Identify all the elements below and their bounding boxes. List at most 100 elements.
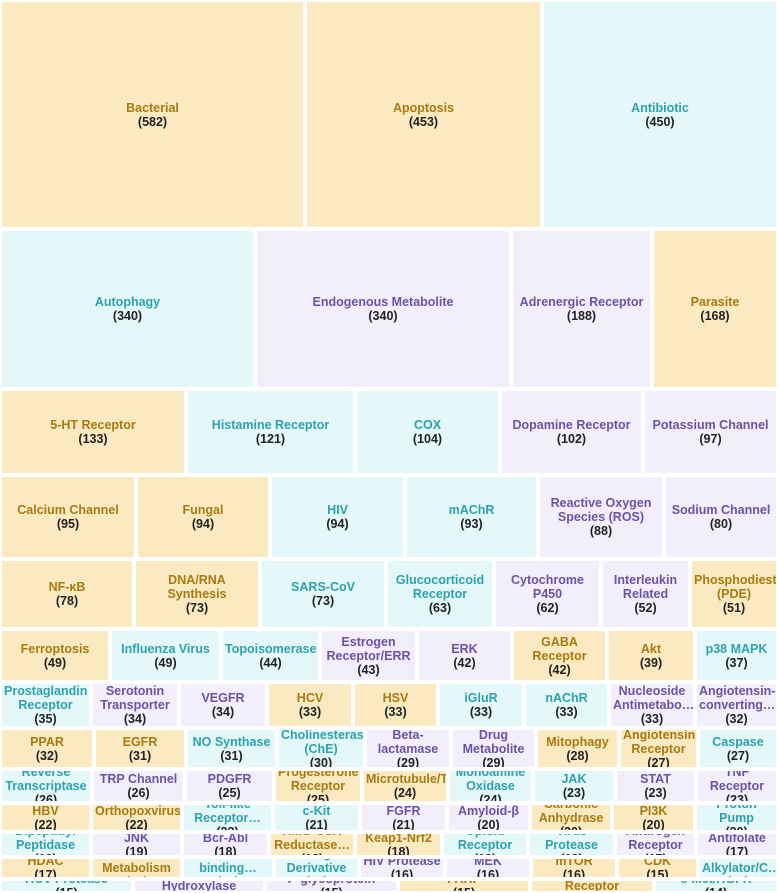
tile-vegfr[interactable]: VEGFR (34) bbox=[179, 682, 267, 728]
tile-bacterial[interactable]: Bacterial (582) bbox=[0, 0, 305, 229]
tile-prostaglandin-receptor[interactable]: Prostaglandin Receptor (35) bbox=[0, 682, 91, 728]
tile-histamine-receptor[interactable]: Histamine Receptor (121) bbox=[186, 389, 355, 475]
tile-hiv-protease[interactable]: HIV Protease (16) bbox=[359, 857, 445, 879]
tile-cdk[interactable]: CDK (15) bbox=[617, 857, 698, 879]
tile-pi3k[interactable]: PI3K (20) bbox=[612, 803, 695, 832]
tile-carbonic-anhydrase[interactable]: Carbonic Anhydrase (20) bbox=[530, 803, 612, 832]
tile-progesterone-receptor[interactable]: Progesterone Receptor (25) bbox=[274, 769, 362, 803]
tile-mek[interactable]: MEK (16) bbox=[445, 857, 531, 879]
tile-virus-protease[interactable]: Virus Protease(18) bbox=[528, 832, 615, 857]
tile-cytochrome-p450[interactable]: Cytochrome P450 (62) bbox=[494, 559, 601, 629]
tile-jak[interactable]: JAK (23) bbox=[533, 769, 615, 803]
tile-angiotensin-receptor[interactable]: Angiotensin Receptor (27) bbox=[619, 728, 698, 769]
tile-keap1-nrf2[interactable]: Keap1-Nrf2 (18) bbox=[355, 832, 442, 857]
tile-label: Adenosine Receptor bbox=[564, 879, 620, 893]
tile-ppar[interactable]: PPAR (32) bbox=[0, 728, 94, 769]
tile-label: Dipeptidyl Peptidase bbox=[15, 834, 76, 852]
tile-tnf-receptor[interactable]: TNF Receptor (23) bbox=[696, 769, 778, 803]
tile-reverse-transcriptase[interactable]: Reverse Transcriptase (26) bbox=[0, 769, 92, 803]
tile-influenza-virus[interactable]: Influenza Virus (49) bbox=[110, 629, 221, 682]
tile-sodium-channel[interactable]: Sodium Channel (80) bbox=[664, 475, 778, 559]
tile-cholinesterase-che[interactable]: Cholinesterase (ChE) (30) bbox=[277, 728, 365, 769]
tile-sars-cov[interactable]: SARS-CoV (73) bbox=[260, 559, 386, 629]
tile-pdgfr[interactable]: PDGFR (25) bbox=[185, 769, 274, 803]
tile-dipeptidyl-peptidase[interactable]: Dipeptidyl Peptidase(19) bbox=[0, 832, 91, 857]
tile-ferroptosis[interactable]: Ferroptosis (49) bbox=[0, 629, 110, 682]
tile-toll-like-receptor[interactable]: Toll-like Receptor… (22) bbox=[182, 803, 273, 832]
tile-hsv[interactable]: HSV (33) bbox=[353, 682, 438, 728]
tile-5-ht-receptor[interactable]: 5-HT Receptor (133) bbox=[0, 389, 186, 475]
tile-hcv-protease[interactable]: HCV Protease (15) bbox=[0, 879, 133, 893]
tile-antibiotic[interactable]: Antibiotic (450) bbox=[542, 0, 778, 229]
tile-cox[interactable]: COX (104) bbox=[355, 389, 500, 475]
tile-nucleoside-antimetabo[interactable]: Nucleoside Antimetabo… (33) bbox=[609, 682, 695, 728]
tile-stat[interactable]: STAT (23) bbox=[615, 769, 696, 803]
tile-orthopoxvirus[interactable]: Orthopoxvirus (22) bbox=[91, 803, 182, 832]
tile-phosphodiesterase-pde[interactable]: Phosphodiesterase (PDE)(51) bbox=[690, 559, 778, 629]
tile-interleukin-related[interactable]: Interleukin Related (52) bbox=[601, 559, 690, 629]
tile-label: STAT bbox=[640, 772, 671, 786]
tile-hcv[interactable]: HCV (33) bbox=[267, 682, 353, 728]
tile-mtor[interactable]: mTOR (16) bbox=[531, 857, 617, 879]
tile-trp-channel[interactable]: TRP Channel (26) bbox=[92, 769, 185, 803]
tile-monoamine-oxidase[interactable]: Monoamine Oxidase (24) bbox=[448, 769, 533, 803]
tile-mitochondrial-metabolism[interactable]: Mitochondrial Metabolism(17) bbox=[91, 857, 182, 879]
tile-dna-alkylator-c[interactable]: DNA Alkylator/C…(15) bbox=[698, 857, 778, 879]
tile-bcr-abl[interactable]: Bcr-Abl (18) bbox=[182, 832, 269, 857]
tile-p-glycoprotein[interactable]: P-glycoprotein (15) bbox=[265, 879, 398, 893]
tile-potassium-channel[interactable]: Potassium Channel (97) bbox=[643, 389, 778, 475]
tile-androgen-receptor[interactable]: Androgen Receptor(17) bbox=[615, 832, 696, 857]
tile-nachr[interactable]: nAChR (33) bbox=[524, 682, 609, 728]
tile-topoisomerase[interactable]: Topoisomerase (44) bbox=[221, 629, 320, 682]
tile-jnk[interactable]: JNK (19) bbox=[91, 832, 182, 857]
tile-hdac[interactable]: HDAC (17) bbox=[0, 857, 91, 879]
tile-p38-mapk[interactable]: p38 MAPK (37) bbox=[695, 629, 778, 682]
tile-angiotensin-converting[interactable]: Angiotensin-converting… (32) bbox=[695, 682, 778, 728]
tile-penicillin-binding[interactable]: Penicillin-binding…(17) bbox=[182, 857, 274, 879]
tile-fgfr[interactable]: FGFR (21) bbox=[360, 803, 447, 832]
tile-hmg-coa-reductase[interactable]: HMG-CoA Reductase…(18) bbox=[269, 832, 355, 857]
tile-parasite[interactable]: Parasite (168) bbox=[652, 229, 778, 389]
tile-endogenous-metabolite[interactable]: Endogenous Metabolite (340) bbox=[255, 229, 511, 389]
tile-apoptosis[interactable]: Apoptosis (453) bbox=[305, 0, 542, 229]
tile-erk[interactable]: ERK (42) bbox=[417, 629, 512, 682]
tile-nf-b[interactable]: NF-κB (78) bbox=[0, 559, 134, 629]
tile-antifolate[interactable]: Antifolate (17) bbox=[696, 832, 778, 857]
tile-autophagy[interactable]: Autophagy (340) bbox=[0, 229, 255, 389]
tile-serotonin-transporter[interactable]: Serotonin Transporter (34) bbox=[91, 682, 179, 728]
tile-parp[interactable]: PARP (15) bbox=[398, 879, 530, 893]
tile-glucocorticoid-receptor[interactable]: Glucocorticoid Receptor (63) bbox=[386, 559, 494, 629]
tile-iglur[interactable]: iGluR (33) bbox=[438, 682, 524, 728]
tile-microtubule-tubulin[interactable]: Microtubule/Tubulin(24) bbox=[362, 769, 448, 803]
tile-drug-metabolite[interactable]: Drug Metabolite (29) bbox=[451, 728, 536, 769]
tile-calcium-channel[interactable]: Calcium Channel (95) bbox=[0, 475, 136, 559]
tile-hiv[interactable]: HIV (94) bbox=[270, 475, 405, 559]
tile-hbv[interactable]: HBV (22) bbox=[0, 803, 91, 832]
tile-c-met-hgfr[interactable]: c-Met/HGFR (14) bbox=[654, 879, 778, 893]
tile-caspase[interactable]: Caspase (27) bbox=[698, 728, 778, 769]
tile-estrogen-receptor-err[interactable]: Estrogen Receptor/ERR (43) bbox=[320, 629, 417, 682]
tile-proton-pump[interactable]: Proton Pump (20) bbox=[695, 803, 778, 832]
tile-count: (73) bbox=[311, 594, 335, 608]
tile-drug-derivative[interactable]: Drug Derivative(16) bbox=[274, 857, 359, 879]
tile-fungal[interactable]: Fungal (94) bbox=[136, 475, 270, 559]
tile-beta-lactamase[interactable]: Beta-lactamase (29) bbox=[365, 728, 451, 769]
tile-mitophagy[interactable]: Mitophagy (28) bbox=[536, 728, 619, 769]
tile-opioid-receptor[interactable]: Opioid Receptor(18) bbox=[442, 832, 528, 857]
tile-c-kit[interactable]: c-Kit (21) bbox=[273, 803, 360, 832]
tile-amyloid[interactable]: Amyloid-β (20) bbox=[447, 803, 530, 832]
tile-akt[interactable]: Akt (39) bbox=[607, 629, 695, 682]
tile-adrenergic-receptor[interactable]: Adrenergic Receptor (188) bbox=[511, 229, 652, 389]
tile-egfr[interactable]: EGFR (31) bbox=[94, 728, 186, 769]
tile-label: ERK bbox=[451, 641, 478, 656]
tile-adenosine-receptor[interactable]: Adenosine Receptor(14) bbox=[530, 879, 654, 893]
tile-gaba-receptor[interactable]: GABA Receptor (42) bbox=[512, 629, 607, 682]
tile-hif-hif-prolyl-hydroxylase[interactable]: HIF/HIF Prolyl-Hydroxylase(15) bbox=[133, 879, 265, 893]
tile-count: (19) bbox=[4, 852, 87, 856]
tile-no-synthase[interactable]: NO Synthase (31) bbox=[186, 728, 277, 769]
tile-machr[interactable]: mAChR (93) bbox=[405, 475, 538, 559]
tile-dna-rna-synthesis[interactable]: DNA/RNA Synthesis (73) bbox=[134, 559, 260, 629]
tile-dopamine-receptor[interactable]: Dopamine Receptor (102) bbox=[500, 389, 643, 475]
tile-count: (20) bbox=[642, 817, 665, 832]
tile-reactive-oxygen-species-ros[interactable]: Reactive Oxygen Species (ROS) (88) bbox=[538, 475, 664, 559]
